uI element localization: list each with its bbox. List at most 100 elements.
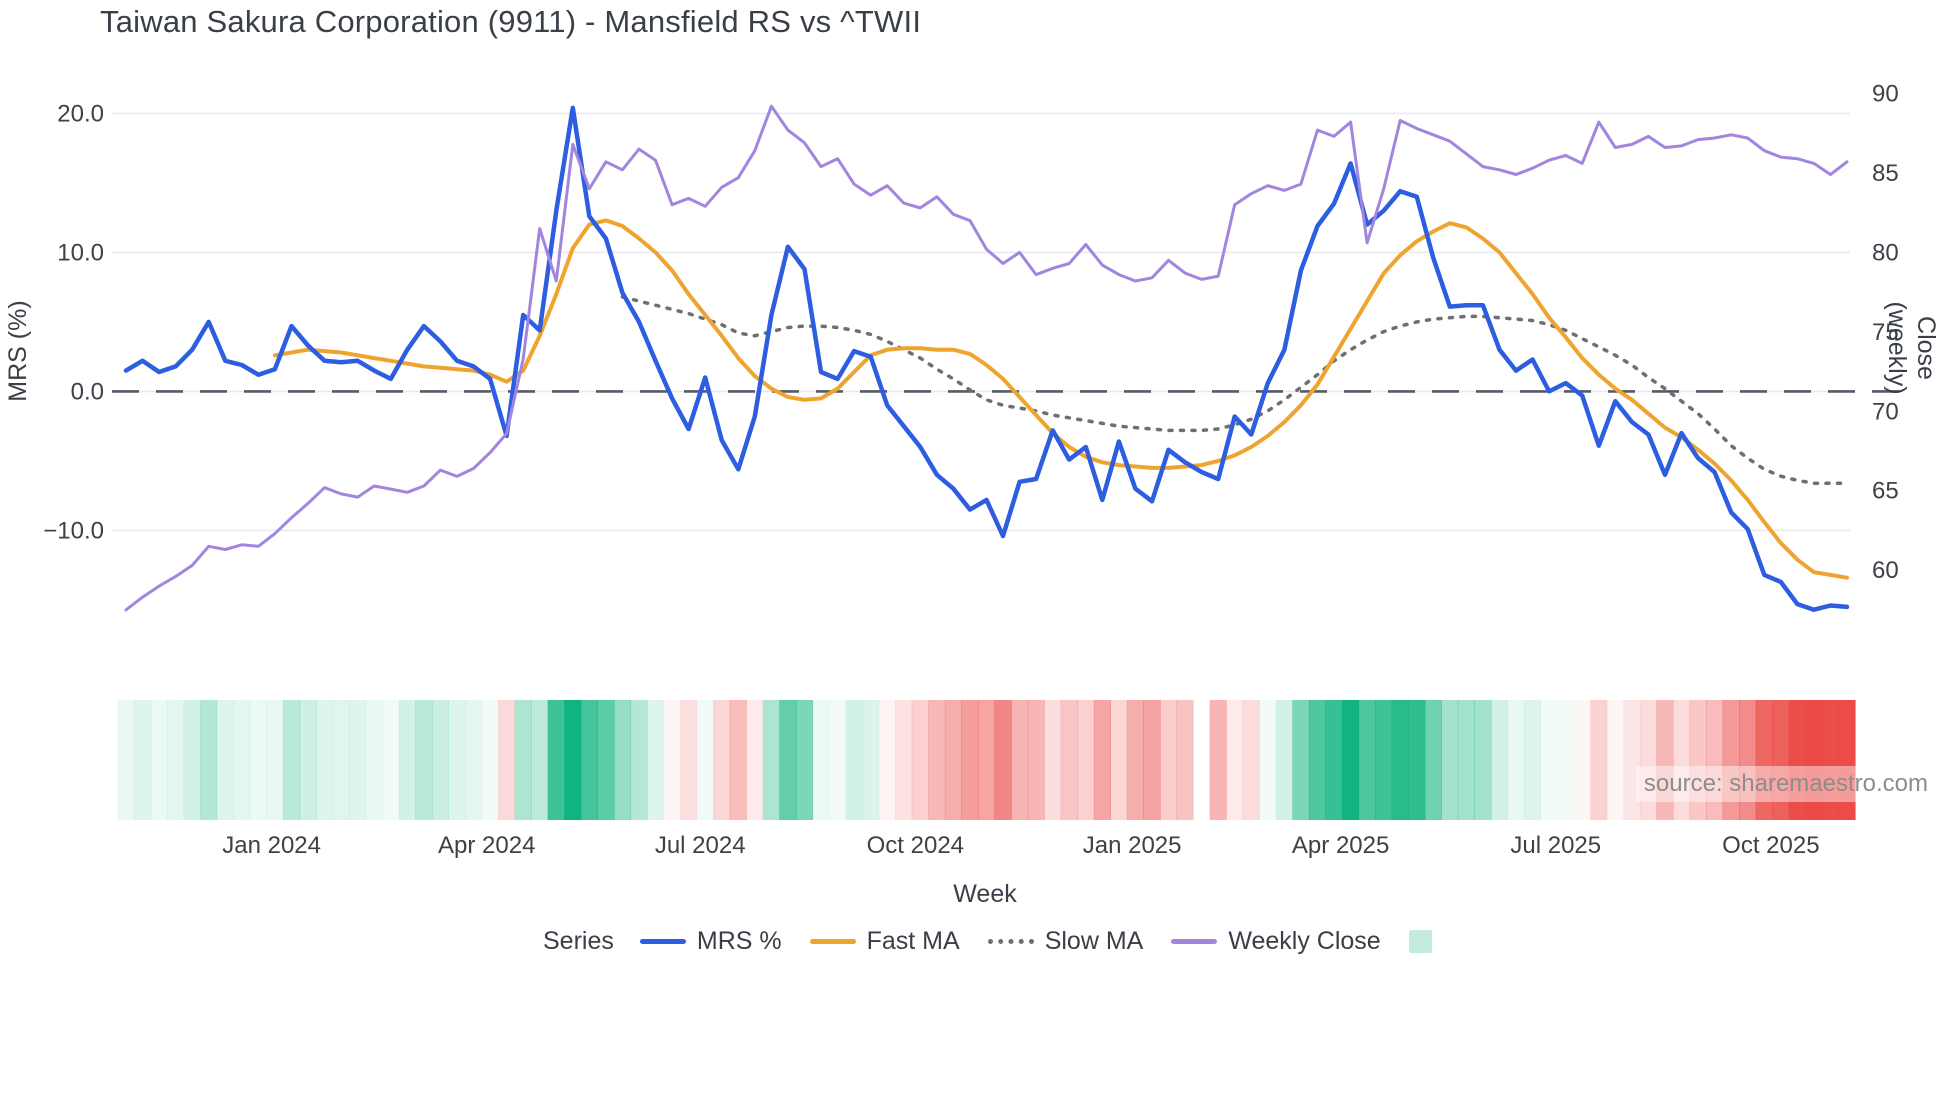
- heat-cell: [1325, 700, 1343, 820]
- heat-cell: [464, 700, 483, 820]
- heat-cell: [1143, 700, 1161, 820]
- right-tick-label: 90: [1872, 81, 1899, 108]
- heat-cell: [1176, 700, 1194, 820]
- heat-cell: [1044, 700, 1062, 820]
- tick-labels: 20.0 10.0 0.0 −10.0 90 85 80 75 70 65 60 Jan 2024 Ap…: [43, 81, 1898, 859]
- heat-cell: [646, 700, 665, 820]
- heat-cell: [944, 700, 962, 820]
- heat-cell: [1259, 700, 1277, 820]
- heat-cell: [216, 700, 234, 820]
- heat-cell: [779, 700, 797, 820]
- heat-cell: [1739, 700, 1757, 820]
- heat-cell: [531, 700, 549, 820]
- heat-cell: [713, 700, 731, 820]
- heat-cell: [564, 700, 582, 820]
- chart-legend: Series MRS % Fast MA Slow MA Weekly Clos…: [543, 927, 1446, 956]
- heat-cell: [1590, 700, 1608, 820]
- heat-cell: [349, 700, 367, 820]
- mrs-heatmap: [117, 700, 1856, 820]
- legend-item-heat: [1408, 930, 1432, 953]
- heat-cell: [167, 700, 185, 820]
- heat-cell: [498, 700, 516, 820]
- heat-cell: [1077, 700, 1095, 820]
- heat-cell: [1557, 700, 1575, 820]
- heat-cell: [1706, 700, 1724, 820]
- heat-cell: [1474, 700, 1492, 820]
- heat-cell: [1441, 700, 1459, 820]
- legend-label: Fast MA: [866, 927, 960, 955]
- heat-cell: [1457, 700, 1475, 820]
- heat-cell: [1772, 700, 1790, 820]
- heat-cell: [878, 700, 896, 820]
- heat-cell: [1672, 700, 1691, 820]
- heat-cell: [1159, 700, 1178, 820]
- heat-cell: [200, 700, 218, 820]
- right-tick-label: 70: [1872, 398, 1899, 425]
- heat-cell: [1358, 700, 1376, 820]
- mrs-line-swatch-icon: [639, 939, 686, 944]
- heat-cell: [729, 700, 747, 820]
- heat-cell: [1341, 700, 1360, 820]
- x-tick-label: Apr 2025: [1292, 832, 1389, 859]
- heat-cell: [282, 700, 301, 820]
- left-tick-label: 20.0: [57, 100, 104, 127]
- mrs-line: [123, 105, 1850, 612]
- right-tick-label: 60: [1872, 557, 1899, 584]
- legend-item-weekly-close: Weekly Close: [1171, 927, 1381, 956]
- heat-cell: [994, 700, 1012, 820]
- heat-cell: [1226, 700, 1244, 820]
- heat-cell: [398, 700, 416, 820]
- heat-cell: [1424, 700, 1442, 820]
- weekly-close-line: [124, 104, 1849, 612]
- heat-cell: [663, 700, 681, 820]
- heat-cell: [1639, 700, 1657, 820]
- left-axis-title: MRS (%): [4, 300, 32, 402]
- heat-cell: [1821, 700, 1840, 820]
- left-tick-label: −10.0: [43, 517, 104, 544]
- right-tick-label: 75: [1872, 319, 1899, 346]
- heat-cell: [795, 700, 814, 820]
- x-tick-label: Oct 2025: [1722, 832, 1819, 859]
- right-tick-label: 85: [1872, 160, 1899, 187]
- heat-strip-swatch-icon: [1408, 930, 1432, 953]
- heat-cell: [1027, 700, 1045, 820]
- heat-cell: [1308, 700, 1327, 820]
- heat-cell: [1606, 700, 1624, 820]
- heat-cell: [431, 700, 449, 820]
- heat-cell: [299, 700, 317, 820]
- right-axis-title: Close (weekly): [1883, 301, 1940, 395]
- heat-cell: [911, 700, 929, 820]
- heat-cell: [1623, 700, 1641, 820]
- heat-cell: [1524, 700, 1542, 820]
- heat-cell: [316, 700, 334, 820]
- heat-cell: [547, 700, 565, 820]
- heat-cell: [845, 700, 863, 820]
- heat-cell: [1060, 700, 1078, 820]
- legend-item-fast-ma: Fast MA: [809, 927, 960, 956]
- right-tick-label: 80: [1872, 239, 1899, 266]
- heat-cell: [1209, 700, 1227, 820]
- heat-cell: [1242, 700, 1260, 820]
- heat-cell: [1391, 700, 1409, 820]
- x-tick-label: Jan 2025: [1083, 832, 1182, 859]
- heat-cell: [1292, 700, 1310, 820]
- slow-ma-dotted-swatch-icon: [987, 939, 1034, 944]
- heat-cell: [514, 700, 532, 820]
- heat-cell: [746, 700, 764, 820]
- heat-cell: [117, 700, 135, 820]
- heat-cell: [613, 700, 632, 820]
- gridlines: [112, 112, 1850, 532]
- x-tick-label: Oct 2024: [867, 832, 964, 859]
- heat-cell: [481, 700, 499, 820]
- heat-cell: [233, 700, 251, 820]
- heat-cell: [696, 700, 714, 820]
- heat-cell: [1126, 700, 1145, 820]
- heat-cell: [1573, 700, 1591, 820]
- heat-cell: [1755, 700, 1773, 820]
- heat-cell: [1011, 700, 1029, 820]
- heat-cell: [862, 700, 880, 820]
- heat-cell: [828, 700, 847, 820]
- legend-item-mrs: MRS %: [639, 927, 782, 956]
- x-tick-label: Jul 2025: [1510, 832, 1601, 859]
